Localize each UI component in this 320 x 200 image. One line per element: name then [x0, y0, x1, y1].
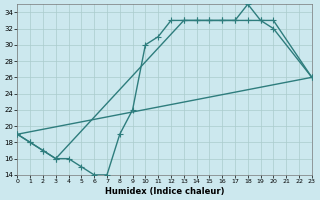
- X-axis label: Humidex (Indice chaleur): Humidex (Indice chaleur): [105, 187, 224, 196]
